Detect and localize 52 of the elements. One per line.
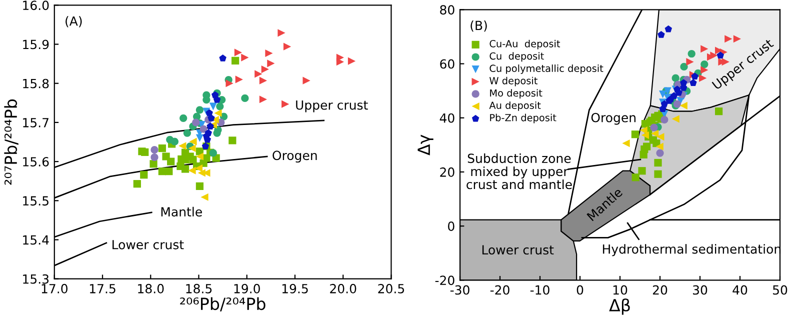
legend-label: Mo deposit bbox=[490, 89, 542, 99]
annotation: (A) bbox=[66, 16, 82, 28]
y-axis-title: ²⁰⁷Pb/²⁰⁴Pb bbox=[4, 99, 18, 185]
y-tick-label: 16.0 bbox=[23, 0, 49, 10]
legend-label: Cu-Au deposit bbox=[490, 40, 560, 50]
legend-label: Au deposit bbox=[489, 101, 541, 111]
y-axis-title: Δγ bbox=[418, 134, 434, 156]
x-tick-label: 18.0 bbox=[138, 284, 164, 294]
x-tick-label: 17.0 bbox=[42, 284, 68, 294]
y-tick-label: -20 bbox=[435, 276, 454, 286]
annotation: Hydrothermal sedimentation bbox=[602, 244, 781, 256]
annotation: Subduction zone mixed by upper crust and mantle bbox=[466, 153, 572, 190]
y-tick-label: 15.9 bbox=[23, 40, 49, 50]
x-tick-label: 20.5 bbox=[378, 284, 404, 294]
y-tick-label: 15.3 bbox=[23, 274, 49, 284]
x-tick-label: 30 bbox=[693, 285, 708, 295]
legend-label: Cu deposit bbox=[490, 52, 544, 62]
y-tick-label: 80 bbox=[440, 5, 454, 15]
x-tick-label: 50 bbox=[773, 285, 788, 295]
x-tick-label: 0 bbox=[576, 285, 584, 295]
y-tick-label: 15.4 bbox=[23, 235, 49, 245]
x-tick-label: 20.0 bbox=[330, 284, 356, 294]
y-tick-label: 15.6 bbox=[23, 157, 49, 166]
annotation: Orogen bbox=[591, 112, 636, 125]
x-tick-label: 20 bbox=[652, 285, 668, 295]
x-tick-label: 19.5 bbox=[282, 284, 308, 294]
x-tick-label: 40 bbox=[732, 285, 748, 295]
annotation: Orogen bbox=[272, 150, 317, 163]
y-tick-label: 20 bbox=[440, 167, 454, 177]
x-axis-title: Δβ bbox=[609, 298, 630, 315]
y-tick-label: 60 bbox=[440, 59, 454, 69]
y-tick-label: 15.7 bbox=[23, 118, 48, 128]
y-tick-label: 15.5 bbox=[23, 196, 48, 206]
x-tick-label: 17.5 bbox=[90, 284, 116, 294]
legend-label: W deposit bbox=[489, 76, 538, 86]
x-tick-label: 19.0 bbox=[234, 284, 260, 294]
y-tick-label: 0 bbox=[448, 222, 454, 231]
x-axis-title: ²⁰⁶Pb/²⁰⁴Pb bbox=[180, 297, 266, 312]
x-tick-label: -30 bbox=[450, 285, 470, 295]
annotation: Lower crust bbox=[112, 240, 184, 250]
legend-label: Cu polymetallic deposit bbox=[490, 64, 604, 74]
annotation: Mantle bbox=[161, 206, 202, 217]
annotation: (B) bbox=[470, 20, 487, 32]
annotation: Upper crust bbox=[296, 100, 368, 112]
x-tick-label: 10 bbox=[613, 285, 628, 295]
x-tick-label: -10 bbox=[530, 285, 550, 295]
legend-label: Pb-Zn deposit bbox=[490, 114, 556, 124]
x-tick-label: -20 bbox=[490, 285, 510, 295]
y-tick-label: 40 bbox=[440, 113, 454, 123]
annotation: Lower crust bbox=[482, 245, 554, 255]
y-tick-label: 15.8 bbox=[23, 78, 49, 88]
x-tick-label: 18.5 bbox=[186, 284, 212, 294]
